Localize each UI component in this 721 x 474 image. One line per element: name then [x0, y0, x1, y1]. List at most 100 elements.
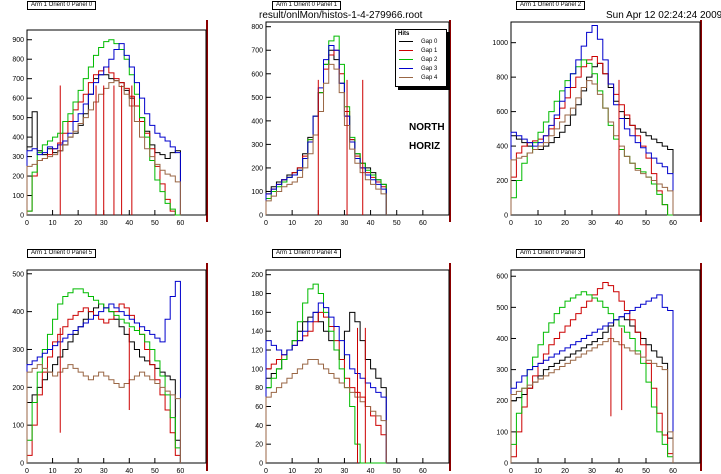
series-line-gap-2 — [265, 35, 387, 215]
y-tick-label: 200 — [12, 174, 24, 181]
series-line-gap-2 — [265, 283, 387, 464]
x-tick-label: 0 — [509, 468, 513, 474]
x-tick-label: 0 — [264, 220, 268, 227]
legend-label: Gap 0 — [421, 39, 438, 45]
series-line-gap-3 — [510, 294, 674, 463]
plot-frame — [510, 269, 701, 464]
y-tick-label: 800 — [12, 57, 24, 64]
y-tick-label: 0 — [504, 461, 508, 468]
x-tick-label: 60 — [669, 220, 677, 227]
y-tick-label: 100 — [12, 193, 24, 200]
series-line-gap-3 — [26, 280, 181, 463]
x-tick-label: 50 — [642, 220, 650, 227]
x-tick-label: 50 — [393, 468, 401, 474]
series-line-gap-4 — [265, 358, 387, 463]
legend-label: Gap 4 — [421, 75, 438, 81]
y-tick-label: 300 — [496, 367, 508, 374]
y-tick-label: 500 — [12, 115, 24, 122]
y-tick-label: 100 — [496, 429, 508, 436]
right-border — [206, 20, 208, 222]
x-tick-label: 40 — [615, 220, 623, 227]
series-line-gap-1 — [26, 303, 181, 463]
x-tick-label: 20 — [561, 468, 569, 474]
right-border — [700, 20, 702, 222]
file-path: result/onlMon/histos-1-4-279966.root — [259, 10, 423, 21]
legend-swatch — [399, 77, 413, 78]
series-line-gap-3 — [265, 302, 387, 463]
x-tick-label: 10 — [534, 220, 542, 227]
plot-frame — [26, 269, 207, 464]
y-tick-label: 100 — [251, 366, 263, 373]
north-label: NORTH — [409, 122, 445, 133]
y-tick-label: 600 — [12, 96, 24, 103]
y-tick-label: 200 — [496, 398, 508, 405]
legend-label: Gap 3 — [421, 66, 438, 72]
x-tick-label: 60 — [177, 468, 185, 474]
y-tick-label: 400 — [12, 309, 24, 316]
x-tick-label: 10 — [288, 468, 296, 474]
plot-frame — [510, 21, 701, 216]
x-tick-label: 20 — [314, 468, 322, 474]
y-tick-label: 400 — [251, 118, 263, 125]
y-tick-label: 200 — [496, 178, 508, 185]
series-line-gap-4 — [265, 63, 387, 215]
x-tick-label: 30 — [100, 468, 108, 474]
x-tick-label: 30 — [588, 220, 596, 227]
y-tick-label: 80 — [255, 385, 263, 392]
x-tick-label: 0 — [509, 220, 513, 227]
legend-entry: Gap 4 — [399, 74, 445, 82]
series-line-gap-3 — [510, 24, 674, 215]
y-tick-label: 800 — [251, 24, 263, 31]
y-tick-label: 500 — [496, 305, 508, 312]
x-tick-label: 50 — [151, 468, 159, 474]
x-tick-label: 60 — [419, 468, 427, 474]
series-line-gap-3 — [26, 43, 181, 215]
plot-frame — [26, 29, 207, 216]
panel-3: 0 10 20 30 40 50 60 0 100 200 300 400 500 — [12, 269, 207, 474]
legend-swatch — [399, 59, 413, 60]
panel-title: Arm 1 Orient 0 Panel 0 — [27, 1, 97, 10]
x-tick-label: 60 — [177, 220, 185, 227]
y-tick-label: 1000 — [492, 40, 508, 47]
y-tick-label: 60 — [255, 404, 263, 411]
panel-title: Arm 1 Orient 0 Panel 4 — [272, 249, 342, 258]
y-tick-label: 40 — [255, 423, 263, 430]
y-tick-label: 140 — [251, 329, 263, 336]
y-tick-label: 300 — [12, 347, 24, 354]
legend-entry: Gap 3 — [399, 65, 445, 73]
y-tick-label: 400 — [12, 135, 24, 142]
right-border — [449, 20, 451, 222]
y-tick-label: 700 — [12, 76, 24, 83]
panel-title: Arm 1 Orient 0 Panel 2 — [516, 1, 586, 10]
series-line-gap-4 — [26, 364, 181, 463]
y-tick-label: 500 — [251, 95, 263, 102]
y-tick-label: 100 — [12, 423, 24, 430]
y-tick-label: 400 — [496, 336, 508, 343]
legend-label: Gap 1 — [421, 48, 438, 54]
panel-0: 0 10 20 30 40 50 60010020030040050060070080090… — [12, 29, 207, 227]
y-tick-label: 0 — [504, 213, 508, 220]
right-border — [206, 263, 208, 471]
x-tick-label: 20 — [561, 220, 569, 227]
y-tick-label: 100 — [251, 189, 263, 196]
series-line-gap-3 — [265, 45, 387, 215]
y-tick-label: 900 — [12, 37, 24, 44]
legend-entry: Gap 0 — [399, 38, 445, 46]
x-tick-label: 40 — [367, 220, 375, 227]
x-tick-label: 40 — [125, 468, 133, 474]
right-border — [700, 263, 702, 471]
panel-title: Arm 1 Orient 0 Panel 3 — [516, 249, 586, 258]
legend-swatch — [399, 41, 413, 42]
x-tick-label: 0 — [264, 468, 268, 474]
y-tick-label: 180 — [251, 291, 263, 298]
legend-swatch — [399, 50, 413, 51]
x-tick-label: 20 — [74, 468, 82, 474]
y-tick-label: 500 — [12, 271, 24, 278]
legend: Hits Gap 0 Gap 1 Gap 2 Gap 3 Gap 4 — [395, 29, 447, 87]
legend-swatch — [399, 68, 413, 69]
y-tick-label: 200 — [251, 272, 263, 279]
legend-title: Hits — [398, 31, 410, 37]
